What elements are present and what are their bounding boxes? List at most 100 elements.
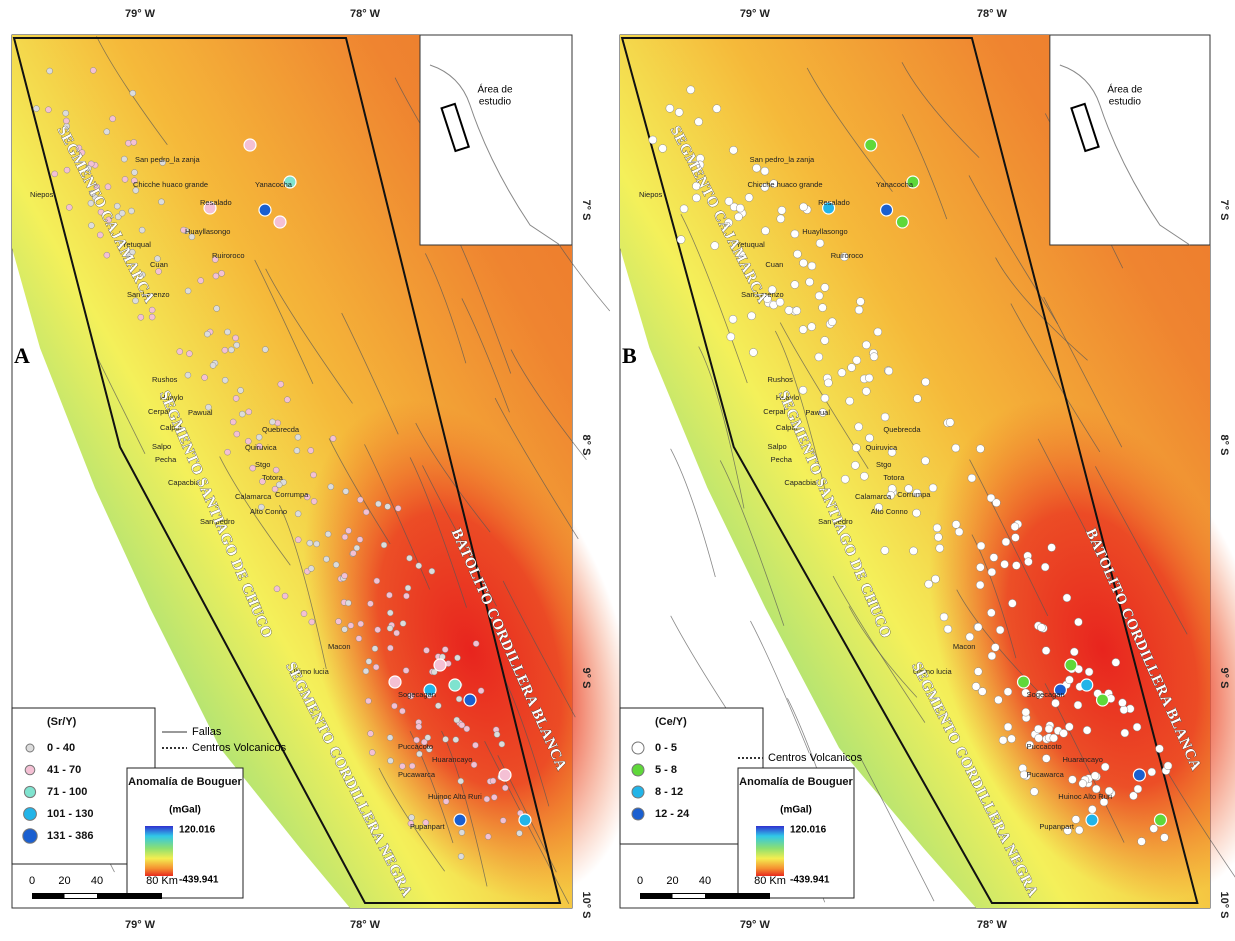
sample bbox=[295, 537, 301, 543]
sample bbox=[274, 216, 286, 228]
place-name: Macon bbox=[328, 642, 351, 651]
sample bbox=[1129, 792, 1137, 800]
sample bbox=[403, 667, 409, 673]
inset bbox=[420, 35, 572, 245]
sample bbox=[403, 593, 409, 599]
place-name: Huarancayo bbox=[1063, 755, 1103, 764]
sample bbox=[727, 333, 735, 341]
sample bbox=[976, 581, 984, 589]
sample bbox=[375, 501, 381, 507]
place-name: Puccacoto bbox=[398, 742, 433, 751]
bottom-axis-label: 78° W bbox=[977, 919, 1008, 931]
scale-label: 80 Km bbox=[754, 875, 786, 887]
sample bbox=[729, 315, 737, 323]
sample bbox=[885, 367, 893, 375]
sample bbox=[325, 531, 331, 537]
lat-label: 9° S bbox=[1218, 668, 1230, 689]
sample bbox=[1086, 814, 1098, 826]
legend-label: 41 - 70 bbox=[47, 764, 81, 776]
scale-label: 20 bbox=[666, 875, 678, 887]
sample bbox=[295, 434, 301, 440]
sample bbox=[1133, 769, 1145, 781]
sample bbox=[838, 369, 846, 377]
sample bbox=[386, 592, 392, 598]
sample bbox=[713, 105, 721, 113]
sample bbox=[381, 542, 387, 548]
sample bbox=[1042, 754, 1050, 762]
lat-label: 8° S bbox=[1218, 435, 1230, 456]
sample bbox=[1065, 676, 1073, 684]
sample bbox=[104, 252, 110, 258]
sample bbox=[64, 167, 70, 173]
place-name: Calamarca bbox=[855, 492, 892, 501]
sample bbox=[799, 203, 807, 211]
sample bbox=[851, 461, 859, 469]
sample bbox=[649, 136, 657, 144]
sample bbox=[33, 106, 39, 112]
sample bbox=[1065, 659, 1077, 671]
place-name: Macon bbox=[953, 642, 976, 651]
scale-label: 0 bbox=[29, 875, 35, 887]
place-name: Sogecagan bbox=[398, 690, 436, 699]
sample bbox=[222, 377, 228, 383]
place-name: Pawual bbox=[805, 408, 830, 417]
place-name: Resalado bbox=[200, 198, 232, 207]
sample bbox=[502, 785, 508, 791]
sample bbox=[855, 423, 863, 431]
sample bbox=[1068, 776, 1076, 784]
sample bbox=[1008, 735, 1016, 743]
sample bbox=[1030, 788, 1038, 796]
sample bbox=[675, 108, 683, 116]
sample bbox=[1121, 729, 1129, 737]
place-name: Huinoc Alto Ruri bbox=[1058, 792, 1112, 801]
sample bbox=[791, 230, 799, 238]
sample bbox=[348, 623, 354, 629]
legend-line-label: Centros Volcanicos bbox=[768, 752, 863, 764]
legend-swatch bbox=[23, 829, 37, 843]
sample bbox=[977, 542, 985, 550]
sample bbox=[1063, 594, 1071, 602]
place-name: Corrumpa bbox=[897, 490, 931, 499]
sample bbox=[149, 307, 155, 313]
sample bbox=[1138, 837, 1146, 845]
sample bbox=[259, 204, 271, 216]
sample bbox=[238, 387, 244, 393]
sample bbox=[214, 306, 220, 312]
sample bbox=[307, 540, 313, 546]
legend-label: 101 - 130 bbox=[47, 808, 93, 820]
sample bbox=[499, 769, 511, 781]
sample bbox=[343, 488, 349, 494]
sample bbox=[799, 386, 807, 394]
sample bbox=[373, 664, 379, 670]
lat-label: 10° S bbox=[1218, 891, 1230, 918]
sample bbox=[198, 278, 204, 284]
sample bbox=[952, 520, 960, 528]
sample bbox=[66, 204, 72, 210]
sample bbox=[736, 204, 744, 212]
legend-label: 12 - 24 bbox=[655, 808, 690, 820]
sample bbox=[130, 90, 136, 96]
sample bbox=[821, 283, 829, 291]
place-name: Sogecagan bbox=[1027, 690, 1065, 699]
sample bbox=[862, 387, 870, 395]
sample bbox=[442, 647, 448, 653]
sample bbox=[1052, 699, 1060, 707]
sample bbox=[881, 204, 893, 216]
sample bbox=[330, 436, 336, 442]
sample bbox=[991, 643, 999, 651]
sample bbox=[388, 758, 394, 764]
place-name: Quiruvica bbox=[865, 443, 898, 452]
sample bbox=[400, 620, 406, 626]
sample bbox=[454, 655, 460, 661]
sample bbox=[363, 509, 369, 515]
legend-label: 131 - 386 bbox=[47, 830, 93, 842]
sample bbox=[1133, 723, 1141, 731]
sample bbox=[119, 210, 125, 216]
sample bbox=[1042, 647, 1050, 655]
sample bbox=[358, 621, 364, 627]
sample bbox=[1074, 701, 1082, 709]
sample bbox=[677, 236, 685, 244]
sample bbox=[680, 205, 688, 213]
sample bbox=[323, 556, 329, 562]
sample bbox=[278, 381, 284, 387]
